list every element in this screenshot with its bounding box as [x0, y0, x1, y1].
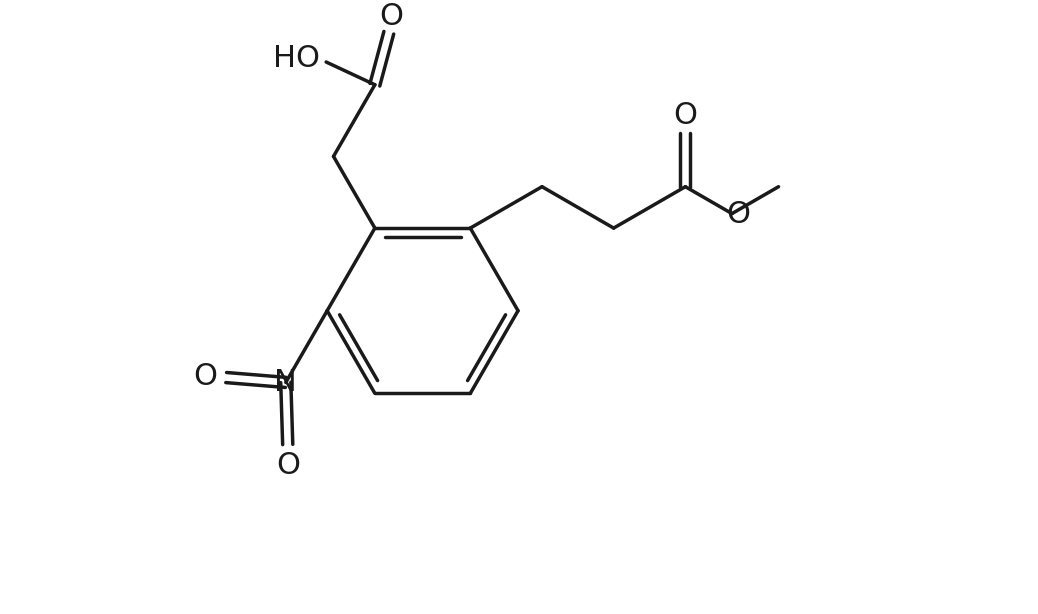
- Text: O: O: [379, 2, 403, 31]
- Text: O: O: [277, 451, 301, 480]
- Text: HO: HO: [273, 44, 321, 72]
- Text: O: O: [726, 200, 749, 229]
- Text: O: O: [674, 101, 698, 130]
- Text: N: N: [274, 368, 297, 397]
- Text: O: O: [193, 362, 217, 391]
